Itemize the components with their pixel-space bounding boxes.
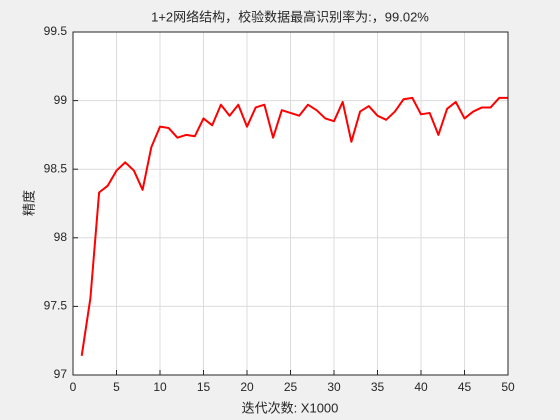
- data-line: [80, 96, 508, 356]
- y-tick-label: 98: [54, 230, 68, 244]
- y-tick-label: 97.5: [44, 299, 68, 313]
- x-tick-label: 0: [70, 380, 77, 394]
- y-axis-label: 精度: [21, 190, 36, 216]
- x-tick-label: 10: [153, 380, 167, 394]
- y-tick-label: 99.5: [44, 24, 68, 38]
- x-tick-label: 40: [414, 380, 428, 394]
- x-axis-label: 迭代次数: X1000: [242, 400, 339, 415]
- y-tick-label: 99: [54, 93, 68, 107]
- x-tick-label: 30: [327, 380, 341, 394]
- x-tick-label: 15: [197, 380, 211, 394]
- y-tick-label: 98.5: [44, 161, 68, 175]
- y-tick-label: 97: [54, 367, 68, 381]
- x-tick-label: 35: [371, 380, 385, 394]
- x-tick-label: 25: [284, 380, 298, 394]
- x-tick-label: 5: [113, 380, 120, 394]
- axes-box: [72, 31, 509, 376]
- chart-title: 1+2网络结构，校验数据最高识别率为:，99.02%: [151, 9, 429, 24]
- x-tick-label: 50: [501, 380, 515, 394]
- x-tick-label: 20: [240, 380, 254, 394]
- x-tick-label: 45: [458, 380, 472, 394]
